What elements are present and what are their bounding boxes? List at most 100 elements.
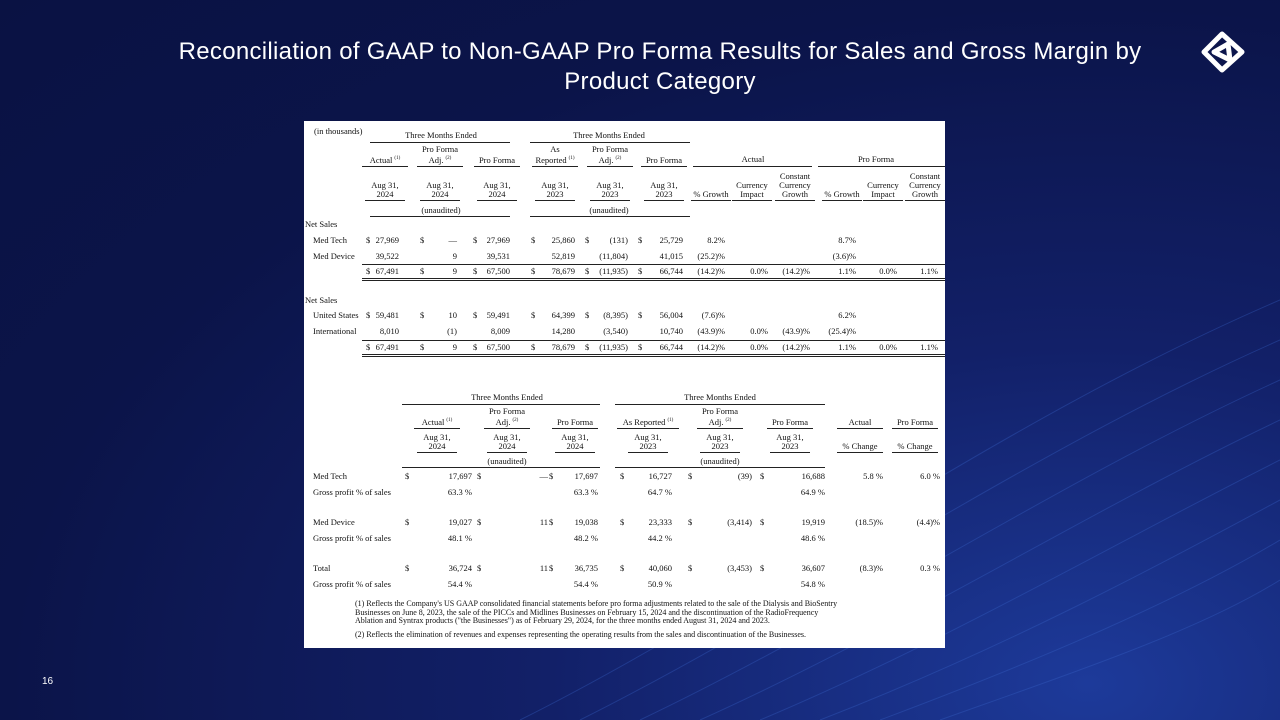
value-cell: 25,729 [659,235,683,245]
group-header: Three Months Ended [471,392,543,402]
value-cell: 0.0% [879,266,897,276]
column-header-note: (1) [568,156,575,162]
column-header-text: Pro Forma Adj. [421,144,459,165]
column-date-text: Aug 31, 2023 [650,180,678,199]
value-cell: 9 [452,342,457,352]
currency-sign: $ [549,517,554,527]
currency-sign: $ [420,310,425,320]
value-cell: 14,280 [551,326,575,336]
currency-sign: $ [638,310,643,320]
value-cell: 6.0 % [920,471,940,481]
value-cell: 48.1 % [447,533,472,543]
value-cell: 41,015 [659,251,683,261]
column-date: Aug 31, 2023 [700,433,740,453]
row-label: Gross profit % of sales [313,487,391,497]
column-header: Actual (1) [362,154,408,167]
column-header-note: (1) [667,418,674,424]
column-header-text: Pro Forma [896,417,934,427]
value-cell: 59,481 [375,310,399,320]
value-cell: (8,395) [603,310,628,320]
column-header-box: Pro Forma [892,389,938,429]
growth-header-text: Currency Impact [867,180,899,199]
column-header-text: Pro Forma Adj. [591,144,629,165]
value-cell: 17,697 [448,471,472,481]
column-date-text: Aug 31, 2023 [634,432,662,451]
footnote: (2) Reflects the elimination of revenues… [355,630,806,639]
column-date-box: Aug 31, 2023 [700,413,740,453]
value-cell: 8.2% [707,235,725,245]
currency-sign: $ [366,342,371,352]
row-label: International [313,326,357,336]
column-header-box: As Reported (1) [617,389,679,429]
value-cell: (14.2)% [782,266,810,276]
value-cell: 11 [539,563,548,573]
column-date-text: Aug 31, 2024 [483,180,511,199]
currency-sign: $ [473,342,478,352]
column-header-text: Pro Forma [771,417,809,427]
value-cell: 78,679 [551,266,575,276]
value-cell: 67,491 [375,266,399,276]
column-header-text: Pro Forma [645,155,683,165]
value-cell: 0.0% [750,326,768,336]
value-cell: (11,935) [599,266,628,276]
value-cell: — [448,235,458,245]
column-date-box: Aug 31, 2024 [417,413,457,453]
value-cell: 10,740 [659,326,683,336]
column-date-box: Aug 31, 2024 [477,161,517,201]
value-cell: 54.4 % [573,579,598,589]
value-cell: 67,500 [486,342,510,352]
column-date-box: Aug 31, 2023 [535,161,575,201]
column-header: Actual [837,418,883,429]
column-date: Aug 31, 2023 [770,433,810,453]
currency-sign: $ [760,471,765,481]
value-cell: 19,919 [801,517,825,527]
value-cell: 0.0% [750,342,768,352]
value-cell: (14.2)% [697,266,725,276]
currency-sign: $ [477,517,482,527]
growth-header-text: Currency Impact [736,180,768,199]
currency-sign: $ [620,471,625,481]
slide-title: Reconciliation of GAAP to Non-GAAP Pro F… [178,38,1142,95]
column-header-box: Actual (1) [414,389,460,429]
page-number: 16 [42,676,54,687]
column-date: % Change [892,442,938,453]
growth-header-box: % Growth [691,161,731,201]
value-cell: 66,744 [659,342,683,352]
value-cell: 63.3 % [573,487,598,497]
column-date: Aug 31, 2024 [477,181,517,201]
column-header: Pro Forma [767,418,813,429]
currency-sign: $ [585,266,590,276]
column-header-box: Actual (1) [362,127,408,167]
currency-sign: $ [473,310,478,320]
growth-header: Currency Impact [732,181,772,201]
growth-header-text: % Growth [824,189,860,199]
value-cell: 23,333 [648,517,672,527]
value-cell: 10 [448,310,458,320]
column-date-text: Aug 31, 2023 [776,432,804,451]
growth-header: Constant Currency Growth [775,172,815,201]
currency-sign: $ [420,235,425,245]
growth-header-text: % Growth [693,189,729,199]
rule [818,166,945,167]
value-cell: (3,453) [727,563,752,573]
value-cell: 63.3 % [447,487,472,497]
rule [402,467,600,468]
column-header-note: (2) [725,418,732,424]
value-cell: 39,522 [375,251,399,261]
growth-header-text: Constant Currency Growth [909,171,941,199]
row-label: Med Tech [313,471,347,481]
rule [362,340,945,341]
column-date-text: % Change [842,441,878,451]
row-label: Med Tech [313,235,347,245]
column-header-note: (2) [445,156,452,162]
column-date: % Change [837,442,883,453]
column-date-text: Aug 31, 2024 [493,432,521,451]
value-cell: 1.1% [920,266,938,276]
column-header-text: As Reported [622,417,666,427]
column-date: Aug 31, 2024 [555,433,595,453]
rule [693,166,812,167]
column-header: Pro Forma Adj. (2) [484,407,530,429]
column-header-note: (1) [446,418,453,424]
value-cell: 1.1% [920,342,938,352]
value-cell: 39,531 [486,251,510,261]
